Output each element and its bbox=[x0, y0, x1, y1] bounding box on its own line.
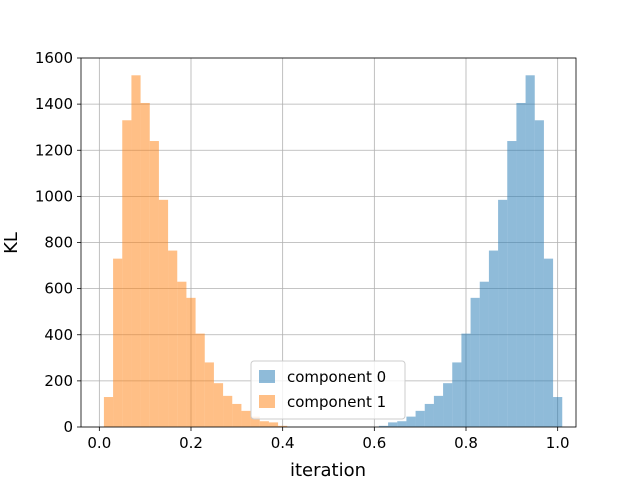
x-axis: 0.0 0.2 0.4 0.6 0.8 1.0 bbox=[87, 427, 570, 452]
histogram-bar-component-0 bbox=[470, 297, 480, 427]
histogram-bar-component-1 bbox=[268, 422, 279, 427]
histogram-bar-component-0 bbox=[534, 120, 544, 428]
y-tick-label: 1400 bbox=[35, 95, 73, 113]
legend-box bbox=[250, 360, 406, 420]
histogram-bar-component-1 bbox=[195, 333, 205, 427]
x-tick-label: 0.8 bbox=[454, 434, 478, 452]
y-axis: 0 200 400 600 800 1000 1200 1400 1600 bbox=[35, 49, 81, 436]
histogram-bar-component-1 bbox=[131, 75, 141, 427]
histogram-bar-component-1 bbox=[250, 416, 260, 427]
y-tick-label: 600 bbox=[44, 280, 73, 298]
histogram-bar-component-0 bbox=[488, 250, 499, 427]
histogram-bar-component-1 bbox=[241, 410, 251, 427]
x-axis-label: iteration bbox=[290, 460, 366, 480]
histogram-bar-component-1 bbox=[113, 258, 123, 427]
histogram-bar-component-1 bbox=[122, 120, 132, 428]
x-tick-label: 0.4 bbox=[271, 434, 295, 452]
histogram-bar-component-1 bbox=[278, 425, 288, 427]
bars-layer bbox=[103, 75, 563, 428]
histogram-bar-component-0 bbox=[433, 395, 444, 427]
y-tick-label: 1600 bbox=[35, 49, 73, 67]
histogram-bar-component-1 bbox=[232, 403, 242, 427]
legend-swatch-component-1 bbox=[259, 395, 275, 408]
histogram-bar-component-1 bbox=[223, 395, 233, 427]
histogram-bar-component-1 bbox=[140, 102, 150, 428]
x-tick-label: 0.2 bbox=[179, 434, 203, 452]
histogram-bar-component-0 bbox=[553, 397, 563, 427]
histogram-bar-component-1 bbox=[168, 250, 178, 427]
histogram-bar-component-0 bbox=[507, 141, 517, 427]
x-tick-label: 0.0 bbox=[87, 434, 111, 452]
y-axis-label: KL bbox=[1, 232, 22, 254]
legend-swatch-component-0 bbox=[259, 370, 275, 383]
histogram-bar-component-0 bbox=[424, 403, 434, 427]
histogram-bar-component-0 bbox=[525, 75, 535, 427]
histogram-bar-component-0 bbox=[461, 333, 471, 427]
y-tick-label: 400 bbox=[44, 326, 73, 344]
histogram-bar-component-0 bbox=[415, 410, 425, 427]
histogram-bar-component-0 bbox=[388, 422, 398, 427]
histogram-bar-component-1 bbox=[103, 397, 114, 427]
histogram-bar-component-0 bbox=[406, 416, 416, 427]
histogram-bar-component-0 bbox=[498, 199, 508, 427]
x-tick-label: 1.0 bbox=[546, 434, 570, 452]
histogram-bar-component-1 bbox=[213, 383, 224, 427]
histogram-bar-component-1 bbox=[186, 297, 196, 427]
histogram-bar-component-1 bbox=[158, 199, 169, 427]
histogram-bar-component-1 bbox=[259, 421, 269, 427]
histogram-bar-component-0 bbox=[516, 102, 526, 428]
histogram-bar-component-0 bbox=[443, 383, 453, 427]
y-tick-label: 800 bbox=[44, 234, 73, 252]
histogram-bar-component-0 bbox=[397, 421, 407, 427]
legend: component 0 component 1 bbox=[250, 360, 406, 420]
legend-label-component-0: component 0 bbox=[287, 368, 386, 386]
y-tick-label: 1200 bbox=[35, 141, 73, 159]
legend-label-component-1: component 1 bbox=[287, 393, 386, 411]
histogram-bar-component-1 bbox=[204, 362, 214, 427]
x-tick-label: 0.6 bbox=[362, 434, 386, 452]
histogram-bar-component-0 bbox=[452, 362, 462, 427]
histogram-bar-component-0 bbox=[543, 258, 554, 427]
y-tick-label: 1000 bbox=[35, 187, 73, 205]
histogram-bar-component-0 bbox=[479, 281, 489, 427]
histogram-bar-component-0 bbox=[378, 425, 389, 427]
y-tick-label: 0 bbox=[63, 418, 73, 436]
y-tick-label: 200 bbox=[44, 372, 73, 390]
histogram-bar-component-1 bbox=[149, 141, 159, 427]
histogram-bar-component-1 bbox=[177, 281, 187, 427]
